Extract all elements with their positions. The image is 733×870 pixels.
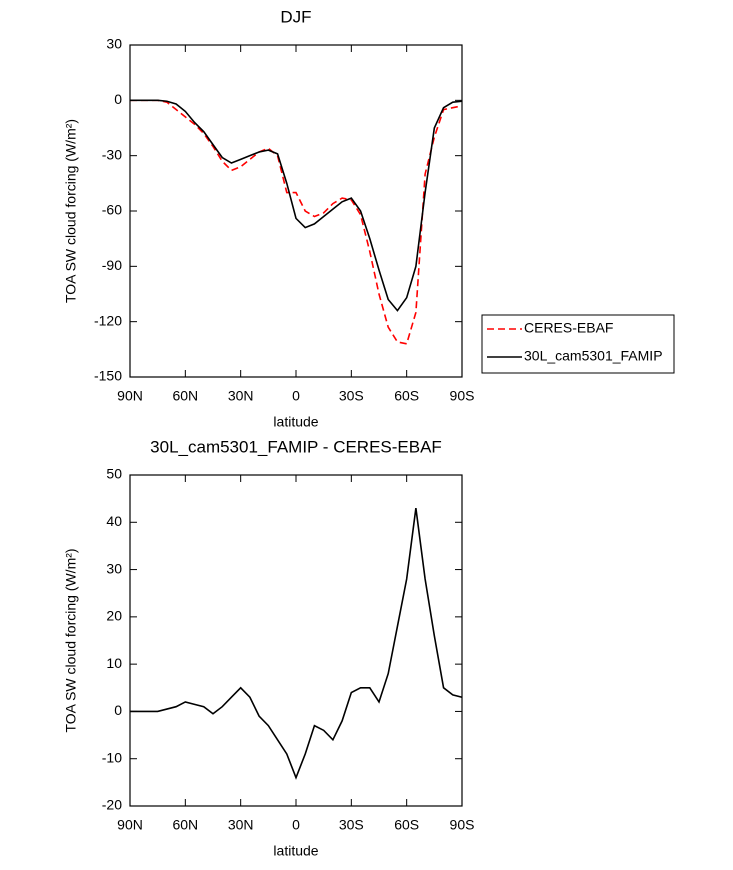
x-tick-label: 60S [394,817,419,833]
x-axis-label: latitude [273,414,318,430]
chart-title: 30L_cam5301_FAMIP - CERES-EBAF [150,437,442,456]
legend-label: CERES-EBAF [524,320,613,336]
x-tick-label: 30N [228,817,254,833]
y-tick-label: -30 [102,146,122,162]
y-tick-label: -90 [102,257,122,273]
data-line [130,99,463,345]
y-tick-label: 30 [106,36,122,52]
legend-label: 30L_cam5301_FAMIP [524,348,663,364]
x-tick-label: 0 [292,388,300,404]
plot-frame [129,474,463,807]
y-tick-label: -120 [94,312,122,328]
y-tick-label: 0 [114,702,122,718]
y-tick-label: -150 [94,368,122,384]
plot-frame [129,44,463,378]
x-tick-label: 30S [339,388,364,404]
x-tick-label: 90S [450,817,475,833]
legend-box [481,314,675,374]
y-axis-label: TOA SW cloud forcing (W/m²) [63,548,79,732]
y-tick-label: -10 [102,749,122,765]
data-line [130,99,463,312]
x-tick-label: 0 [292,817,300,833]
x-tick-label: 60S [394,388,419,404]
x-tick-label: 30S [339,817,364,833]
y-tick-label: 30 [106,560,122,576]
x-tick-label: 90S [450,388,475,404]
x-tick-label: 30N [228,388,254,404]
y-tick-label: 20 [106,608,122,624]
y-tick-label: 0 [114,91,122,107]
y-tick-label: -60 [102,202,122,218]
y-tick-label: 10 [106,655,122,671]
x-axis-label: latitude [273,843,318,859]
x-tick-label: 60N [172,388,198,404]
chart-title: DJF [280,7,311,26]
x-tick-label: 60N [172,817,198,833]
y-tick-label: -20 [102,797,122,813]
y-tick-label: 50 [106,466,122,482]
x-tick-label: 90N [117,817,143,833]
y-tick-label: 40 [106,513,122,529]
y-axis-label: TOA SW cloud forcing (W/m²) [63,119,79,303]
data-line [130,507,463,780]
x-tick-label: 90N [117,388,143,404]
